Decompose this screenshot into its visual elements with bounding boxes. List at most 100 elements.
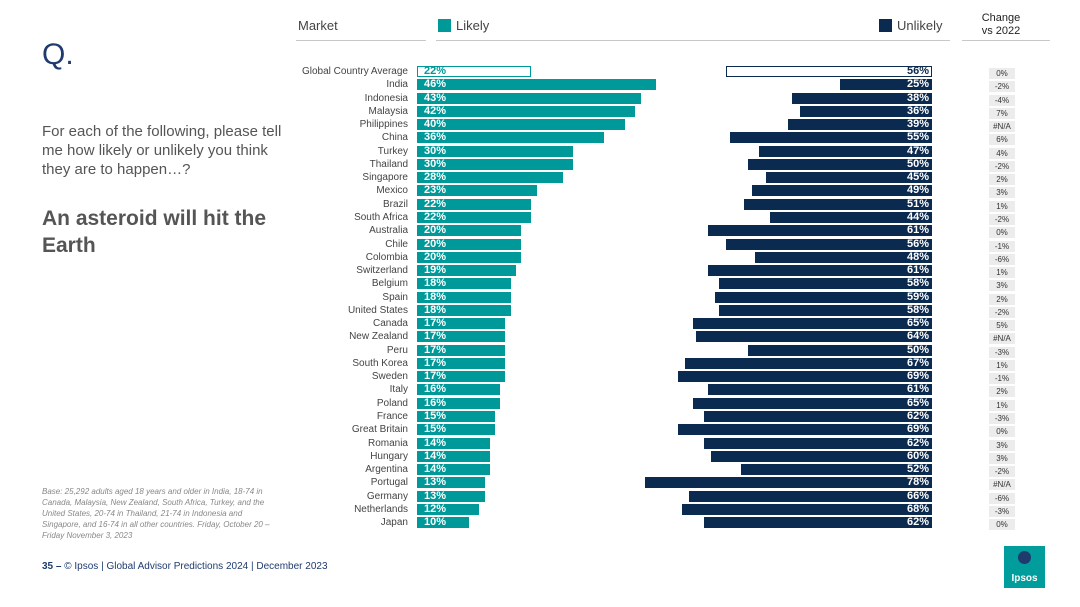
- change-value: -1%: [989, 240, 1015, 252]
- change-value: 0%: [989, 519, 1015, 531]
- unlikely-bar: [681, 503, 932, 515]
- likely-bar: [417, 251, 521, 263]
- likely-bar: [417, 384, 501, 396]
- unlikely-bar: [748, 158, 932, 170]
- change-value: 5%: [989, 320, 1015, 332]
- likely-bar: [417, 158, 573, 170]
- market-label: Germany: [366, 490, 408, 502]
- likely-value-label: 14%: [424, 463, 447, 476]
- unlikely-bar: [788, 119, 932, 131]
- market-label: Italy: [389, 384, 408, 396]
- market-label: Mexico: [376, 185, 408, 197]
- market-label: Philippines: [359, 119, 408, 131]
- likely-bar: [417, 119, 625, 131]
- unlikely-value-label: 65%: [906, 396, 929, 409]
- market-label: Thailand: [369, 158, 408, 170]
- likely-value-label: 18%: [424, 277, 447, 290]
- market-label: Great Britain: [351, 424, 408, 436]
- change-value: 3%: [989, 187, 1015, 199]
- market-label: South Korea: [352, 357, 408, 369]
- unlikely-value-label: 68%: [906, 502, 929, 515]
- change-value: 0%: [989, 227, 1015, 239]
- unlikely-bar: [707, 384, 932, 396]
- unlikely-bar: [692, 318, 932, 330]
- market-label: Poland: [376, 397, 408, 409]
- change-value: -1%: [989, 373, 1015, 385]
- market-label: Colombia: [365, 251, 408, 263]
- likely-value-label: 17%: [424, 317, 447, 330]
- market-label: Argentina: [365, 464, 408, 476]
- market-label: Peru: [386, 344, 408, 356]
- likely-bar: [417, 371, 506, 383]
- unlikely-value-label: 36%: [906, 104, 929, 117]
- unlikely-bar: [711, 450, 932, 462]
- likely-value-label: 17%: [424, 330, 447, 343]
- unlikely-value-label: 61%: [906, 264, 929, 277]
- likely-value-label: 42%: [424, 104, 447, 117]
- change-value: 2%: [989, 293, 1015, 305]
- likely-legend-swatch: [438, 19, 451, 32]
- likely-value-label: 28%: [424, 171, 447, 184]
- likely-bar: [417, 132, 605, 144]
- change-value: 1%: [989, 200, 1015, 212]
- logo-mark-icon: [1018, 551, 1031, 564]
- unlikely-value-label: 44%: [906, 210, 929, 223]
- likely-bar: [417, 211, 532, 223]
- unlikely-bar: [751, 185, 932, 197]
- market-header: Market: [298, 18, 338, 33]
- market-label: Romania: [367, 437, 408, 449]
- unlikely-bar: [692, 397, 932, 409]
- page-number: 35 –: [42, 561, 62, 572]
- unlikely-value-label: 66%: [906, 489, 929, 502]
- unlikely-bar: [703, 411, 932, 423]
- change-value: #N/A: [989, 121, 1015, 133]
- change-value: -2%: [989, 466, 1015, 478]
- unlikely-bar: [689, 490, 932, 502]
- logo-text: Ipsos: [1011, 573, 1038, 584]
- unlikely-value-label: 58%: [906, 277, 929, 290]
- unlikely-value-label: 64%: [906, 330, 929, 343]
- unlikely-value-label: 55%: [906, 131, 929, 144]
- likely-bar: [417, 291, 511, 303]
- unlikely-value-label: 51%: [906, 197, 929, 210]
- likely-bar: [417, 477, 485, 489]
- statement-title: An asteroid will hit the Earth: [42, 207, 267, 257]
- likely-bar: [417, 357, 506, 369]
- market-label: Hungary: [370, 450, 408, 462]
- likely-bar: [417, 464, 490, 476]
- unlikely-legend-swatch: [879, 19, 892, 32]
- unlikely-bar: [770, 211, 932, 223]
- market-label: Portugal: [370, 477, 408, 489]
- likely-value-label: 16%: [424, 383, 447, 396]
- likely-value-label: 15%: [424, 410, 447, 423]
- unlikely-value-label: 69%: [906, 370, 929, 383]
- likely-bar: [417, 450, 490, 462]
- unlikely-bar: [714, 291, 932, 303]
- likely-bar: [417, 225, 521, 237]
- unlikely-bar: [755, 251, 932, 263]
- unlikely-bar: [707, 225, 932, 237]
- unlikely-bar: [718, 304, 932, 316]
- likely-bar: [417, 397, 501, 409]
- likely-value-label: 30%: [424, 157, 447, 170]
- likely-bar: [417, 503, 480, 515]
- market-label: United States: [347, 304, 408, 316]
- market-label: New Zealand: [349, 331, 408, 343]
- likely-bar: [417, 437, 490, 449]
- likely-bar: [417, 265, 516, 277]
- footer: 35 – © Ipsos | Global Advisor Prediction…: [42, 561, 328, 572]
- unlikely-bar: [725, 238, 932, 250]
- unlikely-bar: [718, 278, 932, 290]
- change-value: 3%: [989, 280, 1015, 292]
- likely-bar: [417, 79, 657, 91]
- likely-value-label: 15%: [424, 423, 447, 436]
- market-label: Global Country Average: [302, 66, 408, 77]
- unlikely-value-label: 69%: [906, 423, 929, 436]
- likely-value-label: 30%: [424, 144, 447, 157]
- likely-value-label: 14%: [424, 449, 447, 462]
- change-value: -2%: [989, 306, 1015, 318]
- market-label: South Africa: [354, 211, 408, 223]
- change-value: -6%: [989, 253, 1015, 265]
- unlikely-value-label: 62%: [906, 516, 929, 529]
- likely-value-label: 40%: [424, 118, 447, 131]
